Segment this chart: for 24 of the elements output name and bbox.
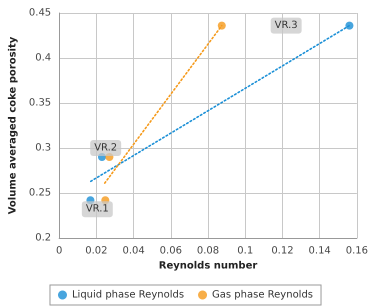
point [345,22,354,30]
y-tick-label: 0.2 [35,232,52,244]
x-tick-label: 0.04 [122,246,145,256]
y-tick-label: 0.25 [28,188,52,198]
y-axis-title: Volume averaged coke porosity [8,36,18,214]
x-tick-label: 0.08 [196,246,220,256]
annotation: VR.2 [94,142,118,154]
x-axis-title: Reynolds number [158,260,258,272]
y-tick-label: 0.45 [28,8,52,18]
annotation: VR.1 [86,204,109,215]
x-tick-label: 0.02 [85,246,108,256]
y-tick-label: 0.35 [28,98,52,108]
x-tick-label: 0 [56,246,62,256]
x-tick-label: 0.12 [271,246,294,256]
legend-label: Liquid phase Reynolds [72,290,184,300]
legend-label: Gas phase Reynolds [212,290,314,300]
y-tick-label: 0.4 [35,52,52,64]
y-tick-label: 0.3 [35,142,52,154]
x-tick-label: 0.1 [237,246,254,256]
x-tick-label: 0.14 [308,246,331,256]
x-tick-label: 0.16 [346,246,368,256]
x-tick-label: 0.06 [160,246,182,256]
annotation: VR.3 [274,20,298,32]
point [218,22,226,30]
